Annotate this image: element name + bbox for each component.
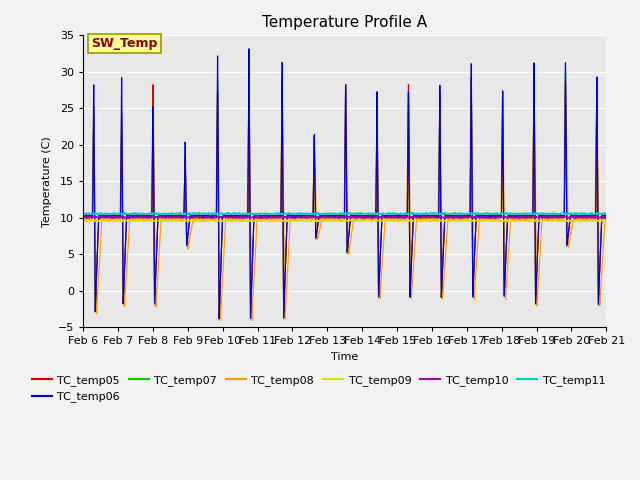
Y-axis label: Temperature (C): Temperature (C) — [42, 136, 52, 227]
Legend: TC_temp05, TC_temp06, TC_temp07, TC_temp08, TC_temp09, TC_temp10, TC_temp11: TC_temp05, TC_temp06, TC_temp07, TC_temp… — [28, 371, 610, 407]
Title: Temperature Profile A: Temperature Profile A — [262, 15, 428, 30]
Text: SW_Temp: SW_Temp — [91, 37, 157, 50]
X-axis label: Time: Time — [331, 352, 358, 362]
